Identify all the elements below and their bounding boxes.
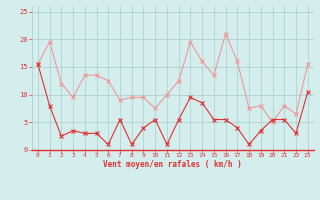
X-axis label: Vent moyen/en rafales ( km/h ): Vent moyen/en rafales ( km/h ) bbox=[103, 160, 242, 169]
